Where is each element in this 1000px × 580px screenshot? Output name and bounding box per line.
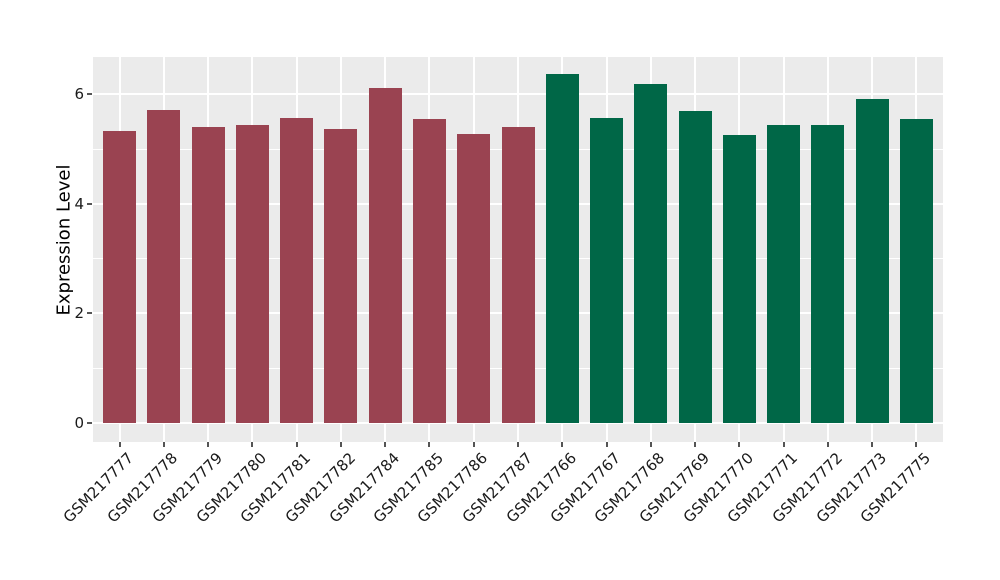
y-tick-label: 2 xyxy=(74,304,84,323)
x-tick-mark xyxy=(871,442,874,447)
y-tick-mark xyxy=(87,202,92,205)
bar-GSM217781 xyxy=(280,118,314,423)
x-tick-mark xyxy=(694,442,697,447)
y-tick-label: 4 xyxy=(74,194,84,213)
x-tick-mark xyxy=(162,442,165,447)
x-tick-mark xyxy=(207,442,210,447)
x-tick-mark xyxy=(339,442,342,447)
x-tick-mark xyxy=(295,442,298,447)
x-tick-mark xyxy=(517,442,519,447)
x-tick-mark xyxy=(915,442,918,447)
y-tick-mark xyxy=(87,312,92,315)
x-tick-mark xyxy=(251,442,254,447)
x-tick-mark xyxy=(649,442,652,447)
bar-GSM217780 xyxy=(235,124,269,423)
bar-GSM217770 xyxy=(722,135,756,423)
x-tick-mark xyxy=(561,442,564,447)
y-axis-title: Expression Level xyxy=(53,164,75,316)
bar-GSM217777 xyxy=(103,130,137,423)
bar-GSM217785 xyxy=(412,119,446,423)
bar-GSM217768 xyxy=(634,84,668,423)
y-tick-label: 0 xyxy=(74,414,84,432)
x-tick-mark xyxy=(118,442,121,447)
bar-GSM217786 xyxy=(457,134,491,423)
x-tick-mark xyxy=(782,442,785,447)
y-tick-mark xyxy=(87,422,92,424)
bar-GSM217769 xyxy=(678,111,712,423)
x-tick-mark xyxy=(472,442,475,447)
x-tick-mark xyxy=(428,442,431,447)
x-tick-mark xyxy=(384,442,387,447)
bar-GSM217784 xyxy=(368,88,402,423)
bar-GSM217771 xyxy=(767,125,801,423)
bar-GSM217772 xyxy=(811,125,845,423)
bar-GSM217775 xyxy=(899,119,933,423)
x-tick-mark xyxy=(826,442,829,447)
bar-GSM217773 xyxy=(855,98,889,423)
y-tick-label: 6 xyxy=(74,85,84,104)
plot-panel xyxy=(93,57,943,442)
bar-GSM217779 xyxy=(191,127,225,423)
bar-GSM217778 xyxy=(147,109,181,423)
x-tick-mark xyxy=(605,442,608,447)
bar-GSM217787 xyxy=(501,127,535,423)
bar-GSM217767 xyxy=(590,118,624,423)
y-tick-mark xyxy=(87,93,92,96)
bar-GSM217766 xyxy=(545,73,579,423)
bar-GSM217782 xyxy=(324,128,358,423)
x-tick-mark xyxy=(738,442,741,447)
